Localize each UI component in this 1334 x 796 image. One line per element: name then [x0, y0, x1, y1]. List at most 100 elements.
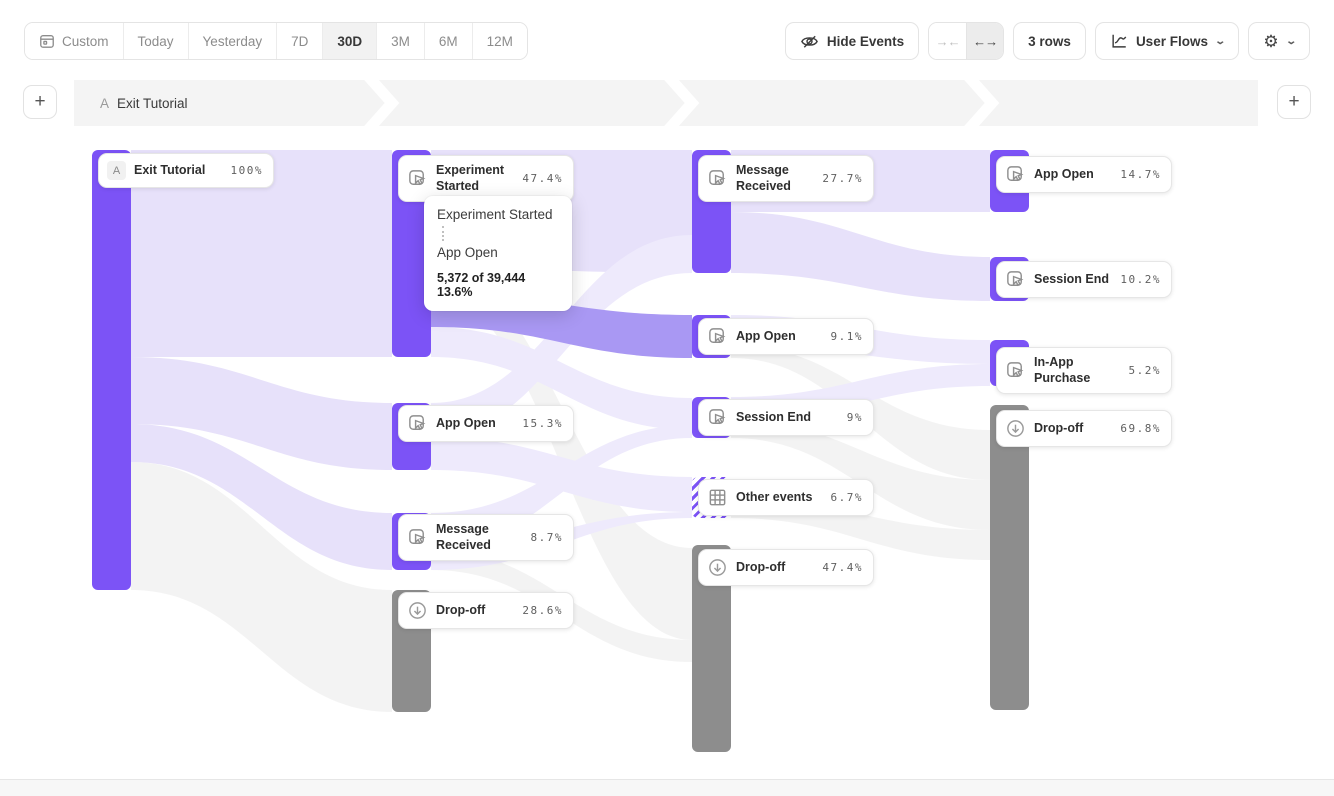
node-label: App Open	[1034, 166, 1094, 181]
flow-ribbon	[731, 420, 990, 530]
node-card-app-open-2[interactable]: App Open 15.3%	[398, 405, 574, 442]
node-card-drop-off-2[interactable]: Drop-off 28.6%	[398, 592, 574, 629]
node-card-other-events-3[interactable]: Other events 6.7%	[698, 479, 874, 516]
node-label: App Open	[736, 328, 796, 343]
node-card-exit-tutorial[interactable]: A Exit Tutorial 100%	[98, 153, 274, 188]
date-range-group: Custom Today Yesterday 7D 30D 3M 6M 12M	[24, 22, 528, 60]
date-range-30d[interactable]: 30D	[323, 23, 378, 59]
chart-type-button[interactable]: User Flows ⌄	[1094, 22, 1240, 60]
node-card-in-app-purchase-4[interactable]: In-App Purchase 5.2%	[996, 347, 1172, 395]
drop-off-icon	[407, 600, 428, 621]
hide-events-label: Hide Events	[826, 33, 905, 49]
tooltip-connector-dots	[442, 226, 444, 241]
step-chevron-separators	[364, 80, 1000, 126]
event-click-icon	[707, 326, 728, 347]
node-card-app-open-4[interactable]: App Open 14.7%	[996, 156, 1172, 193]
drop-off-icon	[1005, 418, 1026, 439]
add-step-right-button[interactable]: +	[1277, 85, 1311, 119]
collapse-expand-toggle: →← ←→	[928, 22, 1005, 60]
date-range-label: 3M	[391, 33, 410, 49]
node-card-app-open-3[interactable]: App Open 9.1%	[698, 318, 874, 355]
chart-type-label: User Flows	[1135, 33, 1208, 49]
flow-tooltip: Experiment Started App Open 5,372 of 39,…	[424, 196, 572, 311]
node-card-drop-off-4[interactable]: Drop-off 69.8%	[996, 410, 1172, 447]
date-range-custom[interactable]: Custom	[25, 23, 124, 59]
collapse-icon: →←	[935, 33, 961, 49]
event-click-icon	[407, 413, 428, 434]
node-percent: 47.4%	[822, 561, 863, 574]
node-label: Other events	[736, 489, 813, 504]
date-range-label: Yesterday	[202, 33, 263, 49]
event-click-icon	[1005, 269, 1026, 290]
flow-ribbon	[431, 327, 692, 430]
node-label: Drop-off	[436, 602, 486, 617]
expand-columns-button[interactable]: ←→	[966, 23, 1004, 59]
grid-icon	[707, 487, 728, 508]
node-bar-exit-tutorial[interactable]	[92, 150, 131, 590]
hide-events-button[interactable]: Hide Events	[784, 22, 920, 60]
event-click-icon	[707, 168, 728, 189]
expand-icon: ←→	[973, 33, 998, 49]
node-card-drop-off-3[interactable]: Drop-off 47.4%	[698, 549, 874, 586]
node-label: In-App Purchase	[1034, 355, 1091, 385]
calendar-icon	[39, 33, 55, 49]
date-range-12m[interactable]: 12M	[472, 23, 527, 59]
step-letter-badge: A	[107, 161, 126, 180]
node-label: Session End	[1034, 271, 1110, 286]
node-percent: 47.4%	[522, 172, 563, 186]
event-click-icon	[407, 527, 428, 548]
date-range-label: 12M	[486, 33, 513, 49]
event-click-icon	[1005, 360, 1026, 381]
tooltip-to-event: App Open	[437, 245, 498, 260]
node-percent: 15.3%	[522, 417, 563, 430]
flow-ribbon	[131, 462, 392, 712]
node-percent: 9.1%	[830, 330, 863, 343]
node-percent: 14.7%	[1120, 168, 1161, 181]
date-range-today[interactable]: Today	[123, 23, 189, 59]
date-range-label: 6M	[438, 33, 458, 49]
settings-button[interactable]: ⚙ ⌄	[1248, 22, 1310, 60]
tooltip-from-event: Experiment Started	[437, 207, 553, 222]
date-range-6m[interactable]: 6M	[424, 23, 473, 59]
window-footer-strip	[0, 779, 1334, 796]
node-percent: 28.6%	[522, 604, 563, 617]
node-card-message-received-3[interactable]: Message Received 27.7%	[698, 155, 874, 203]
flow-ribbon	[731, 212, 990, 301]
date-range-7d[interactable]: 7D	[277, 23, 324, 59]
date-range-3m[interactable]: 3M	[377, 23, 425, 59]
node-percent: 6.7%	[830, 491, 863, 504]
node-label: App Open	[436, 415, 496, 430]
chevron-down-icon: ⌄	[1284, 35, 1297, 47]
date-range-label: 7D	[291, 33, 309, 49]
step-header-bar[interactable]: A Exit Tutorial	[74, 80, 1258, 126]
flow-ribbon	[131, 357, 392, 470]
node-label: Drop-off	[736, 559, 786, 574]
node-card-session-end-3[interactable]: Session End 9%	[698, 399, 874, 436]
node-percent: 100%	[230, 164, 263, 177]
node-percent: 8.7%	[530, 531, 563, 545]
step-letter: A	[100, 95, 110, 111]
collapse-columns-button[interactable]: →←	[929, 23, 967, 59]
node-label: Drop-off	[1034, 420, 1084, 435]
node-bar-drop-off-4[interactable]	[990, 405, 1029, 710]
flow-ribbon	[131, 424, 392, 570]
add-step-left-button[interactable]: +	[23, 85, 57, 119]
rows-button[interactable]: 3 rows	[1013, 22, 1086, 60]
step-a-label: A Exit Tutorial	[100, 80, 188, 126]
node-card-message-received-2[interactable]: Message Received 8.7%	[398, 514, 574, 562]
date-range-label: Custom	[62, 33, 109, 49]
node-percent: 69.8%	[1120, 422, 1161, 435]
node-label: Experiment Started	[436, 163, 505, 193]
flow-ribbon	[431, 265, 692, 640]
date-range-yesterday[interactable]: Yesterday	[188, 23, 278, 59]
node-card-session-end-4[interactable]: Session End 10.2%	[996, 261, 1172, 298]
node-label: Message Received	[736, 163, 791, 193]
node-card-experiment-started[interactable]: Experiment Started 47.4%	[398, 155, 574, 203]
toolbar: Custom Today Yesterday 7D 30D 3M 6M 12M Hide Ev…	[24, 22, 1310, 60]
node-label: Exit Tutorial	[134, 162, 206, 177]
eye-off-icon	[800, 32, 819, 51]
toolbar-right-cluster: Hide Events →← ←→ 3 rows User Flows ⌄ ⚙ …	[784, 22, 1310, 60]
node-percent: 9%	[846, 411, 863, 424]
node-percent: 5.2%	[1128, 364, 1161, 378]
